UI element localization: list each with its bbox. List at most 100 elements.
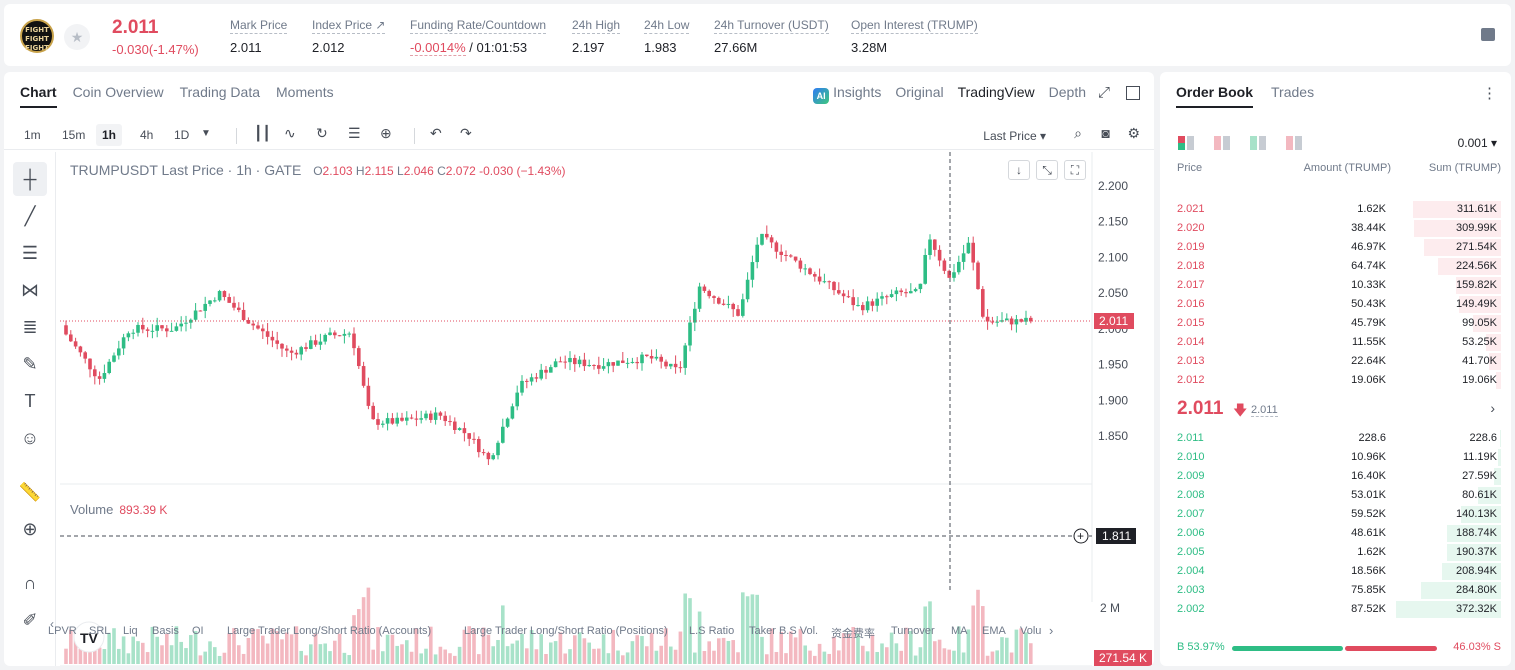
indicator-3[interactable]: Basis xyxy=(152,625,179,637)
volume-bar xyxy=(928,601,932,664)
timeframe-4h[interactable]: 4h xyxy=(140,128,154,142)
tab-order-book[interactable]: Order Book xyxy=(1176,84,1254,108)
timeframe-1D[interactable]: 1D xyxy=(174,128,190,142)
redo-icon[interactable]: ↷ xyxy=(460,125,472,141)
bid-row[interactable]: 2.005 1.62K 190.37K xyxy=(1160,543,1511,562)
indicator-5[interactable]: Large Trader Long/Short Ratio (Accounts) xyxy=(227,625,432,637)
view-insights[interactable]: AI Insights xyxy=(813,84,881,104)
bid-row[interactable]: 2.010 10.96K 11.19K xyxy=(1160,448,1511,467)
ask-row[interactable]: 2.013 22.64K 41.70K xyxy=(1160,352,1511,371)
ask-row[interactable]: 2.014 11.55K 53.25K xyxy=(1160,333,1511,352)
horizontal-lines-icon[interactable]: ☰ xyxy=(21,243,39,263)
scroll-down-icon[interactable]: ↓ xyxy=(1008,160,1030,180)
search-icon[interactable]: ⌕ xyxy=(1074,125,1082,141)
ask-row[interactable]: 2.012 19.06K 19.06K xyxy=(1160,371,1511,390)
bid-row[interactable]: 2.002 87.52K 372.32K xyxy=(1160,600,1511,619)
guide-book-icon[interactable] xyxy=(1481,28,1495,41)
trendline-icon[interactable]: ╱ xyxy=(24,206,36,226)
text-tool-icon[interactable]: T xyxy=(24,391,36,411)
timeframe-1h[interactable]: 1h xyxy=(96,124,123,146)
ask-row[interactable]: 2.021 1.62K 311.61K xyxy=(1160,200,1511,219)
indicator-4[interactable]: OI xyxy=(192,625,204,637)
bid-row[interactable]: 2.011 228.6 228.6 xyxy=(1160,429,1511,448)
indicator-8[interactable]: Taker B.S Vol. xyxy=(749,625,819,637)
ask-row[interactable]: 2.016 50.43K 149.49K xyxy=(1160,295,1511,314)
settings-list-icon[interactable]: ☰ xyxy=(348,125,361,141)
brush-icon[interactable]: ✎ xyxy=(22,354,38,374)
favorite-star-icon[interactable]: ★ xyxy=(64,24,90,50)
crosshair-icon[interactable]: ┼ xyxy=(13,162,47,196)
ask-row[interactable]: 2.017 10.33K 159.82K xyxy=(1160,276,1511,295)
stat-label[interactable]: Mark Price xyxy=(230,18,288,34)
replay-icon[interactable]: ↻ xyxy=(316,125,328,141)
ask-row[interactable]: 2.020 38.44K 309.99K xyxy=(1160,219,1511,238)
chevron-right-icon[interactable]: › xyxy=(1049,623,1054,638)
candle xyxy=(923,254,927,284)
indicator-0[interactable]: LPVR xyxy=(48,625,77,637)
pattern-icon[interactable]: ⋈ xyxy=(21,280,39,300)
timeframe-15m[interactable]: 15m xyxy=(62,128,86,142)
sell-only-icon[interactable] xyxy=(1214,136,1230,150)
bid-row[interactable]: 2.004 18.56K 208.94K xyxy=(1160,562,1511,581)
indicator-6[interactable]: Large Trader Long/Short Ratio (Positions… xyxy=(464,625,668,637)
bid-row[interactable]: 2.008 53.01K 80.61K xyxy=(1160,486,1511,505)
bid-row[interactable]: 2.009 16.40K 27.59K xyxy=(1160,467,1511,486)
ask-row[interactable]: 2.015 45.79K 99.05K xyxy=(1160,314,1511,333)
stat-label[interactable]: 24h Turnover (USDT) xyxy=(714,18,829,34)
ask-row[interactable]: 2.019 46.97K 271.54K xyxy=(1160,238,1511,257)
fullscreen-icon[interactable]: ⛶ xyxy=(1064,160,1086,180)
window-icon[interactable] xyxy=(1126,86,1140,100)
buy-only-icon[interactable] xyxy=(1250,136,1266,150)
tab-trades[interactable]: Trades xyxy=(1271,84,1315,100)
undo-icon[interactable]: ↶ xyxy=(430,125,442,141)
expand-icon[interactable]: ⤢ xyxy=(1097,84,1110,101)
indicator-11[interactable]: MA xyxy=(951,625,968,637)
indicator-2[interactable]: Liq xyxy=(123,625,138,637)
tab-chart[interactable]: Chart xyxy=(20,84,57,108)
fib-icon[interactable]: ≣ xyxy=(22,317,38,337)
stat-label[interactable]: 24h High xyxy=(572,18,621,34)
tab-coin-overview[interactable]: Coin Overview xyxy=(72,84,164,100)
more-icon[interactable]: ⋮ xyxy=(1482,85,1497,102)
sell-side-icon[interactable] xyxy=(1286,136,1302,150)
view-tradingview[interactable]: TradingView xyxy=(957,84,1035,100)
stat-label[interactable]: 24h Low xyxy=(644,18,690,34)
indicator-10[interactable]: Turnover xyxy=(891,625,935,637)
tab-moments[interactable]: Moments xyxy=(276,84,334,100)
view-depth[interactable]: Depth xyxy=(1048,84,1086,100)
timeframe-1m[interactable]: 1m xyxy=(24,128,41,142)
indicator-13[interactable]: Volu xyxy=(1020,625,1042,637)
indicator-9[interactable]: 资金费率 xyxy=(831,628,875,640)
lock-draw-icon[interactable]: ✐ xyxy=(22,610,38,630)
emoji-icon[interactable]: ☺ xyxy=(20,428,40,448)
zoom-in-icon[interactable]: ⊕ xyxy=(22,519,38,539)
ask-row[interactable]: 2.018 64.74K 224.56K xyxy=(1160,257,1511,276)
stat-label[interactable]: Funding Rate/Countdown xyxy=(410,18,547,34)
gear-icon[interactable]: ⚙ xyxy=(1127,125,1140,141)
precision-select[interactable]: 0.001 ▾ xyxy=(1457,136,1497,150)
candle xyxy=(985,316,990,322)
magnet-icon[interactable]: ∩ xyxy=(23,573,37,593)
chevron-down-icon[interactable]: ▼ xyxy=(201,128,211,139)
stat-6: Open Interest (TRUMP) 3.28M xyxy=(851,18,978,55)
bid-row[interactable]: 2.006 48.61K 188.74K xyxy=(1160,524,1511,543)
bid-row[interactable]: 2.007 59.52K 140.13K xyxy=(1160,505,1511,524)
indicator-7[interactable]: L.S Ratio xyxy=(689,625,735,637)
collapse-icon[interactable]: ⤡ xyxy=(1036,160,1058,180)
tab-trading-data[interactable]: Trading Data xyxy=(179,84,261,100)
indicator-icon[interactable]: ∿ xyxy=(284,125,296,141)
candlestick-type-icon[interactable]: ┃┃ xyxy=(254,125,271,141)
candlestick-chart[interactable]: 2.2002.1502.1002.0502.0001.9501.9001.850… xyxy=(4,152,1154,666)
bid-row[interactable]: 2.003 75.85K 284.80K xyxy=(1160,581,1511,600)
chevron-right-icon[interactable]: › xyxy=(1490,400,1495,416)
camera-icon[interactable]: ◙ xyxy=(1101,125,1110,141)
both-sides-icon[interactable] xyxy=(1178,136,1194,150)
price-source-select[interactable]: Last Price ▾ xyxy=(983,129,1046,143)
indicator-1[interactable]: SRL xyxy=(89,625,111,637)
ruler-icon[interactable]: 📏 xyxy=(18,482,42,502)
stat-label[interactable]: Index Price ↗ xyxy=(312,18,386,34)
view-original[interactable]: Original xyxy=(895,84,944,100)
stat-label[interactable]: Open Interest (TRUMP) xyxy=(851,18,978,34)
indicator-12[interactable]: EMA xyxy=(982,625,1006,637)
add-indicator-icon[interactable]: ⊕ xyxy=(380,125,392,141)
